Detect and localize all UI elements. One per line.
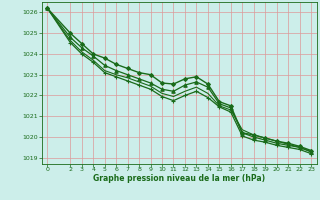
X-axis label: Graphe pression niveau de la mer (hPa): Graphe pression niveau de la mer (hPa): [93, 174, 265, 183]
